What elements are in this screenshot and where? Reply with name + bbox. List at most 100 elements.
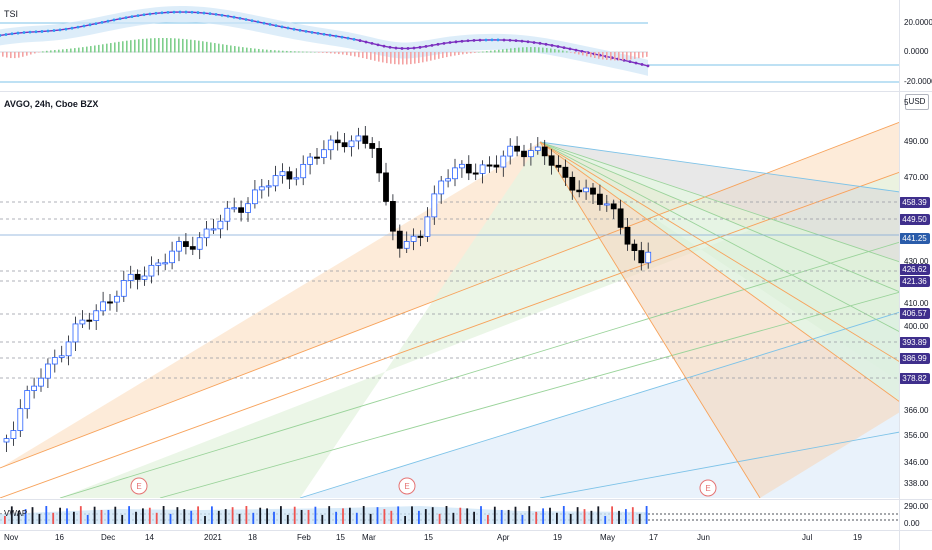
tsi-histogram-bar: [6, 52, 8, 58]
fan-line: [0, 171, 900, 498]
candle-body: [251, 189, 258, 205]
price-scale-partial: 5: [904, 98, 909, 107]
tsi-histogram-bar: [494, 50, 496, 53]
tsi-point: [220, 13, 224, 17]
volume-bar: [273, 511, 275, 524]
tsi-signal-area: [0, 6, 648, 76]
tsi-histogram-bar: [394, 52, 396, 65]
symbol-legend[interactable]: AVGO, 24h, Cboe BZX: [4, 99, 99, 109]
volume-bar: [500, 509, 503, 524]
fan-green-region: [60, 142, 900, 498]
volume-bar: [224, 509, 227, 524]
tsi-histogram-bar: [206, 41, 208, 53]
tsi-histogram-bar: [638, 52, 640, 59]
volume-bar: [211, 506, 213, 524]
tsi-scale-mid: 0.0000: [904, 47, 929, 56]
volume-bar: [473, 511, 475, 524]
candle-body: [24, 390, 31, 410]
tsi-point: [310, 30, 314, 34]
tsi-histogram-bar: [642, 52, 644, 58]
candle-body: [562, 166, 569, 178]
time-tick-label: Nov: [4, 533, 19, 542]
tsi-histogram-bar: [174, 38, 176, 53]
candle-body: [65, 341, 72, 357]
tsi-histogram-bar: [298, 51, 300, 53]
tsi-histogram-bar: [582, 52, 584, 56]
earnings-marker: E: [398, 477, 416, 495]
tsi-histogram-bar: [306, 51, 308, 53]
tsi-histogram-bar: [302, 51, 304, 53]
tsi-point: [364, 40, 368, 44]
tsi-point: [448, 41, 452, 44]
price-tick-label: 346.00: [904, 458, 929, 467]
tsi-histogram-bar: [90, 46, 92, 53]
tsi-point: [88, 23, 92, 27]
tsi-point: [412, 46, 416, 50]
currency-button[interactable]: USD: [905, 94, 929, 110]
tsi-point: [394, 46, 398, 50]
tsi-point: [106, 19, 110, 23]
tsi-histogram-bar: [42, 51, 44, 53]
tsi-histogram-bar: [590, 52, 592, 58]
volume-bar: [142, 508, 144, 524]
volume-pane[interactable]: [0, 500, 900, 530]
earnings-marker-circle: [398, 477, 416, 495]
volume-bar: [349, 507, 351, 524]
volume-legend[interactable]: VWAP: [4, 509, 28, 518]
pane-divider-bottom[interactable]: [0, 499, 932, 500]
tsi-point: [52, 29, 56, 32]
tsi-point: [376, 43, 380, 47]
tsi-point: [574, 48, 578, 52]
tsi-point: [64, 27, 68, 31]
tsi-histogram-bar: [470, 52, 472, 54]
tsi-point: [334, 34, 338, 38]
tsi-histogram-bar: [34, 52, 36, 54]
volume-bar: [369, 513, 372, 524]
tsi-histogram-bar: [242, 47, 244, 53]
volume-bar: [597, 506, 600, 524]
candle-body: [293, 177, 300, 180]
tsi-histogram-bar: [126, 40, 128, 53]
candle-body: [169, 250, 176, 264]
tsi-point: [28, 30, 32, 34]
fan-line: [539, 141, 761, 498]
volume-bar: [625, 509, 627, 524]
tsi-legend[interactable]: TSI: [4, 9, 19, 19]
tsi-point: [58, 28, 62, 32]
time-tick-label: Jul: [802, 533, 813, 542]
candle-body: [617, 208, 624, 228]
tsi-histogram-bar: [94, 45, 96, 53]
tsi-point: [538, 41, 542, 45]
volume-bar: [611, 506, 613, 524]
tsi-histogram-bar: [526, 47, 528, 53]
volume-bar: [562, 506, 565, 524]
tsi-histogram-bar: [178, 38, 180, 53]
time-tick-label: Jun: [697, 533, 710, 542]
earnings-marker-label: E: [404, 482, 409, 491]
volume-bar: [556, 512, 558, 524]
volume-bar: [79, 506, 82, 524]
candle-body: [624, 226, 631, 245]
tsi-histogram-bar: [274, 50, 276, 53]
volume-bar: [362, 506, 365, 524]
pane-divider-top[interactable]: [0, 91, 932, 92]
price-pane[interactable]: E E E AVGO, 24h, Cboe BZX: [0, 92, 900, 498]
volume-bar: [183, 509, 186, 524]
tsi-histogram-bar: [186, 39, 188, 53]
tsi-histogram-bar: [610, 52, 612, 61]
tsi-point: [442, 41, 446, 45]
candle-body: [196, 237, 203, 250]
volume-bar: [135, 511, 137, 524]
tsi-point: [196, 11, 200, 14]
earnings-marker-label: E: [136, 482, 141, 491]
tsi-histogram-bar: [170, 38, 172, 53]
tsi-histogram-bar: [194, 40, 196, 53]
tsi-histogram-bar: [430, 52, 432, 61]
volume-bar: [231, 507, 234, 524]
volume-bar: [266, 508, 268, 524]
tsi-histogram-bar: [74, 48, 76, 53]
tsi-histogram-bar: [506, 48, 508, 53]
candle-body: [465, 163, 472, 174]
candle-body: [645, 251, 652, 264]
tsi-pane[interactable]: TSI: [0, 0, 900, 90]
